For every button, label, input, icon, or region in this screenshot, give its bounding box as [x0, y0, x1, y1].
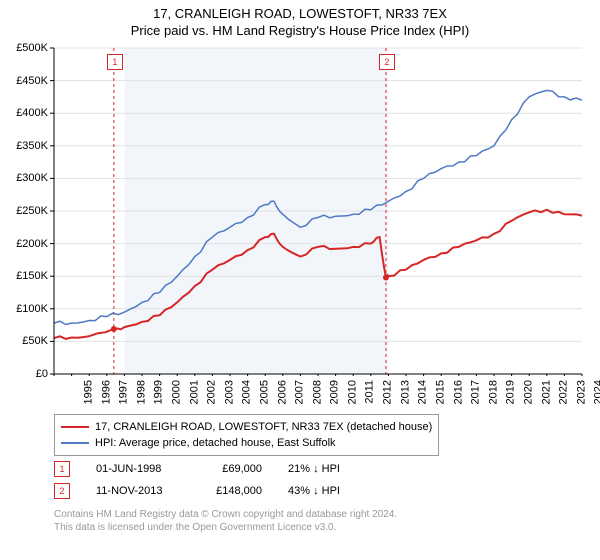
x-tick-label: 2018: [487, 380, 499, 404]
sale-diff: 21% ↓ HPI: [288, 463, 368, 475]
y-tick-label: £50K: [6, 335, 48, 347]
legend-swatch: [61, 426, 89, 428]
x-tick-label: 2010: [346, 380, 358, 404]
sale-price: £148,000: [202, 485, 262, 497]
y-tick-label: £250K: [6, 205, 48, 217]
x-tick-label: 2016: [452, 380, 464, 404]
legend-label: HPI: Average price, detached house, East…: [95, 437, 336, 449]
sale-marker-icon: 2: [54, 483, 70, 499]
x-tick-label: 2015: [434, 380, 446, 404]
x-tick-label: 2004: [241, 380, 253, 404]
x-tick-label: 1999: [153, 380, 165, 404]
x-tick-label: 2000: [170, 380, 182, 404]
x-tick-label: 2006: [276, 380, 288, 404]
x-tick-label: 2023: [575, 380, 587, 404]
x-tick-label: 2020: [522, 380, 534, 404]
legend-item: 17, CRANLEIGH ROAD, LOWESTOFT, NR33 7EX …: [61, 419, 432, 435]
y-tick-label: £350K: [6, 140, 48, 152]
legend: 17, CRANLEIGH ROAD, LOWESTOFT, NR33 7EX …: [54, 414, 439, 456]
x-tick-label: 2017: [470, 380, 482, 404]
x-tick-label: 2014: [417, 380, 429, 404]
y-tick-label: £0: [6, 368, 48, 380]
sale-date: 11-NOV-2013: [96, 485, 176, 497]
footnote-line-1: Contains HM Land Registry data © Crown c…: [54, 508, 397, 521]
x-tick-label: 2005: [258, 380, 270, 404]
price-chart: [0, 0, 600, 376]
y-tick-label: £450K: [6, 75, 48, 87]
sale-row: 1 01-JUN-1998 £69,000 21% ↓ HPI: [54, 458, 368, 480]
x-tick-label: 2022: [558, 380, 570, 404]
sale-marker-1: 1: [107, 54, 123, 70]
x-tick-label: 1995: [82, 380, 94, 404]
x-tick-label: 1997: [118, 380, 130, 404]
legend-label: 17, CRANLEIGH ROAD, LOWESTOFT, NR33 7EX …: [95, 421, 432, 433]
legend-swatch: [61, 442, 89, 444]
sale-diff: 43% ↓ HPI: [288, 485, 368, 497]
x-tick-label: 2008: [311, 380, 323, 404]
sale-price: £69,000: [202, 463, 262, 475]
sale-row: 2 11-NOV-2013 £148,000 43% ↓ HPI: [54, 480, 368, 502]
x-tick-label: 2002: [206, 380, 218, 404]
footnote-line-2: This data is licensed under the Open Gov…: [54, 521, 397, 534]
x-tick-label: 2024: [593, 380, 600, 404]
x-tick-label: 1996: [100, 380, 112, 404]
y-tick-label: £300K: [6, 172, 48, 184]
y-tick-label: £150K: [6, 270, 48, 282]
x-tick-label: 2011: [363, 380, 375, 404]
x-tick-label: 2001: [188, 380, 200, 404]
y-tick-label: £500K: [6, 42, 48, 54]
sale-marker-2: 2: [379, 54, 395, 70]
x-tick-label: 2012: [382, 380, 394, 404]
y-tick-label: £400K: [6, 107, 48, 119]
x-tick-label: 2009: [329, 380, 341, 404]
x-tick-label: 1998: [135, 380, 147, 404]
sales-table: 1 01-JUN-1998 £69,000 21% ↓ HPI 2 11-NOV-2013…: [54, 458, 368, 502]
footnote: Contains HM Land Registry data © Crown c…: [54, 508, 397, 534]
y-tick-label: £200K: [6, 238, 48, 250]
sale-marker-icon: 1: [54, 461, 70, 477]
x-tick-label: 2021: [540, 380, 552, 404]
x-tick-label: 2007: [294, 380, 306, 404]
x-tick-label: 2019: [505, 380, 517, 404]
legend-item: HPI: Average price, detached house, East…: [61, 435, 432, 451]
y-tick-label: £100K: [6, 303, 48, 315]
x-tick-label: 2013: [399, 380, 411, 404]
x-tick-label: 2003: [223, 380, 235, 404]
sale-date: 01-JUN-1998: [96, 463, 176, 475]
